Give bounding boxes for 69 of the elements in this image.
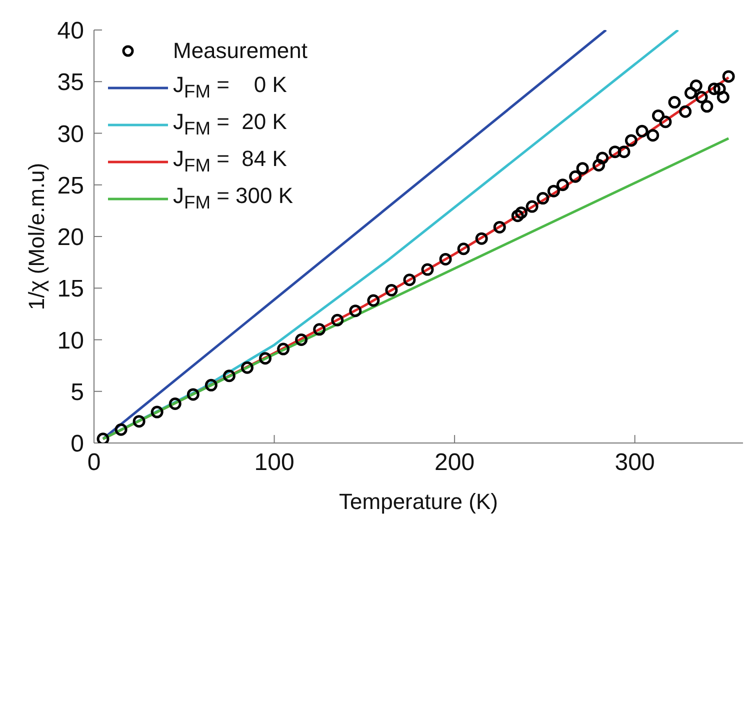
- point: [679, 105, 692, 118]
- point: [618, 146, 630, 158]
- point: [576, 162, 589, 175]
- point: [547, 184, 560, 198]
- legend-label: Measurement: [173, 38, 308, 64]
- x-tick-label: 300: [614, 449, 655, 476]
- point: [331, 314, 344, 326]
- y-tick-label: 20: [57, 224, 84, 252]
- point: [150, 406, 164, 418]
- legend-label: J$_{FM}$ = 0 K: [173, 72, 287, 103]
- y-tick-label: 15: [57, 276, 84, 303]
- point: [168, 398, 182, 410]
- y-tick-label: 10: [57, 327, 84, 354]
- point: [204, 378, 218, 392]
- point: [511, 210, 524, 222]
- point: [277, 342, 290, 356]
- y-axis-title: 1/χ (Mol/e.m.u): [24, 162, 49, 310]
- x-tick-label: 200: [434, 449, 475, 476]
- point: [222, 370, 236, 382]
- x-tick-label: 100: [254, 449, 294, 476]
- point: [385, 284, 398, 296]
- point: [96, 432, 110, 443]
- y-tick-label: 35: [57, 69, 84, 96]
- point: [421, 263, 434, 276]
- y-tick-label: 5: [70, 378, 84, 406]
- y-tick-label: 30: [57, 120, 84, 148]
- point: [596, 152, 609, 164]
- point: [652, 109, 665, 122]
- point: [515, 206, 528, 220]
- point: [659, 116, 672, 128]
- point: [592, 159, 606, 172]
- point: [132, 415, 146, 428]
- point: [608, 146, 622, 158]
- legend-label: J$_{FM}$ = 84 K: [173, 146, 287, 177]
- point: [713, 82, 726, 96]
- point: [716, 90, 730, 104]
- point: [646, 129, 660, 142]
- point: [690, 80, 702, 92]
- point: [493, 220, 506, 234]
- point: [684, 86, 697, 100]
- point: [668, 96, 681, 109]
- point: [536, 192, 550, 205]
- y-tick-label: 40: [57, 18, 84, 45]
- point: [700, 100, 714, 113]
- point: [367, 294, 380, 307]
- point: [403, 274, 416, 286]
- point: [708, 82, 720, 96]
- point: [636, 124, 648, 138]
- point: [349, 304, 362, 318]
- point: [475, 232, 488, 245]
- point: [313, 323, 326, 336]
- legend-label: J$_{FM}$ = 20 K: [173, 109, 287, 140]
- point: [556, 178, 569, 192]
- point: [114, 423, 128, 436]
- x-axis-title: Temperature (K): [339, 489, 498, 514]
- point: [695, 90, 708, 104]
- y-tick-label: 0: [70, 430, 84, 458]
- point: [295, 334, 308, 346]
- point: [259, 352, 272, 365]
- point: [240, 361, 254, 374]
- point: [526, 200, 538, 213]
- point: [569, 170, 582, 183]
- point: [439, 252, 452, 266]
- point: [722, 70, 735, 83]
- y-tick-label: 25: [57, 172, 84, 200]
- point: [457, 242, 470, 256]
- point: [186, 388, 200, 401]
- legend-label: J$_{FM}$ = 300 K: [173, 183, 294, 214]
- point: [624, 134, 638, 147]
